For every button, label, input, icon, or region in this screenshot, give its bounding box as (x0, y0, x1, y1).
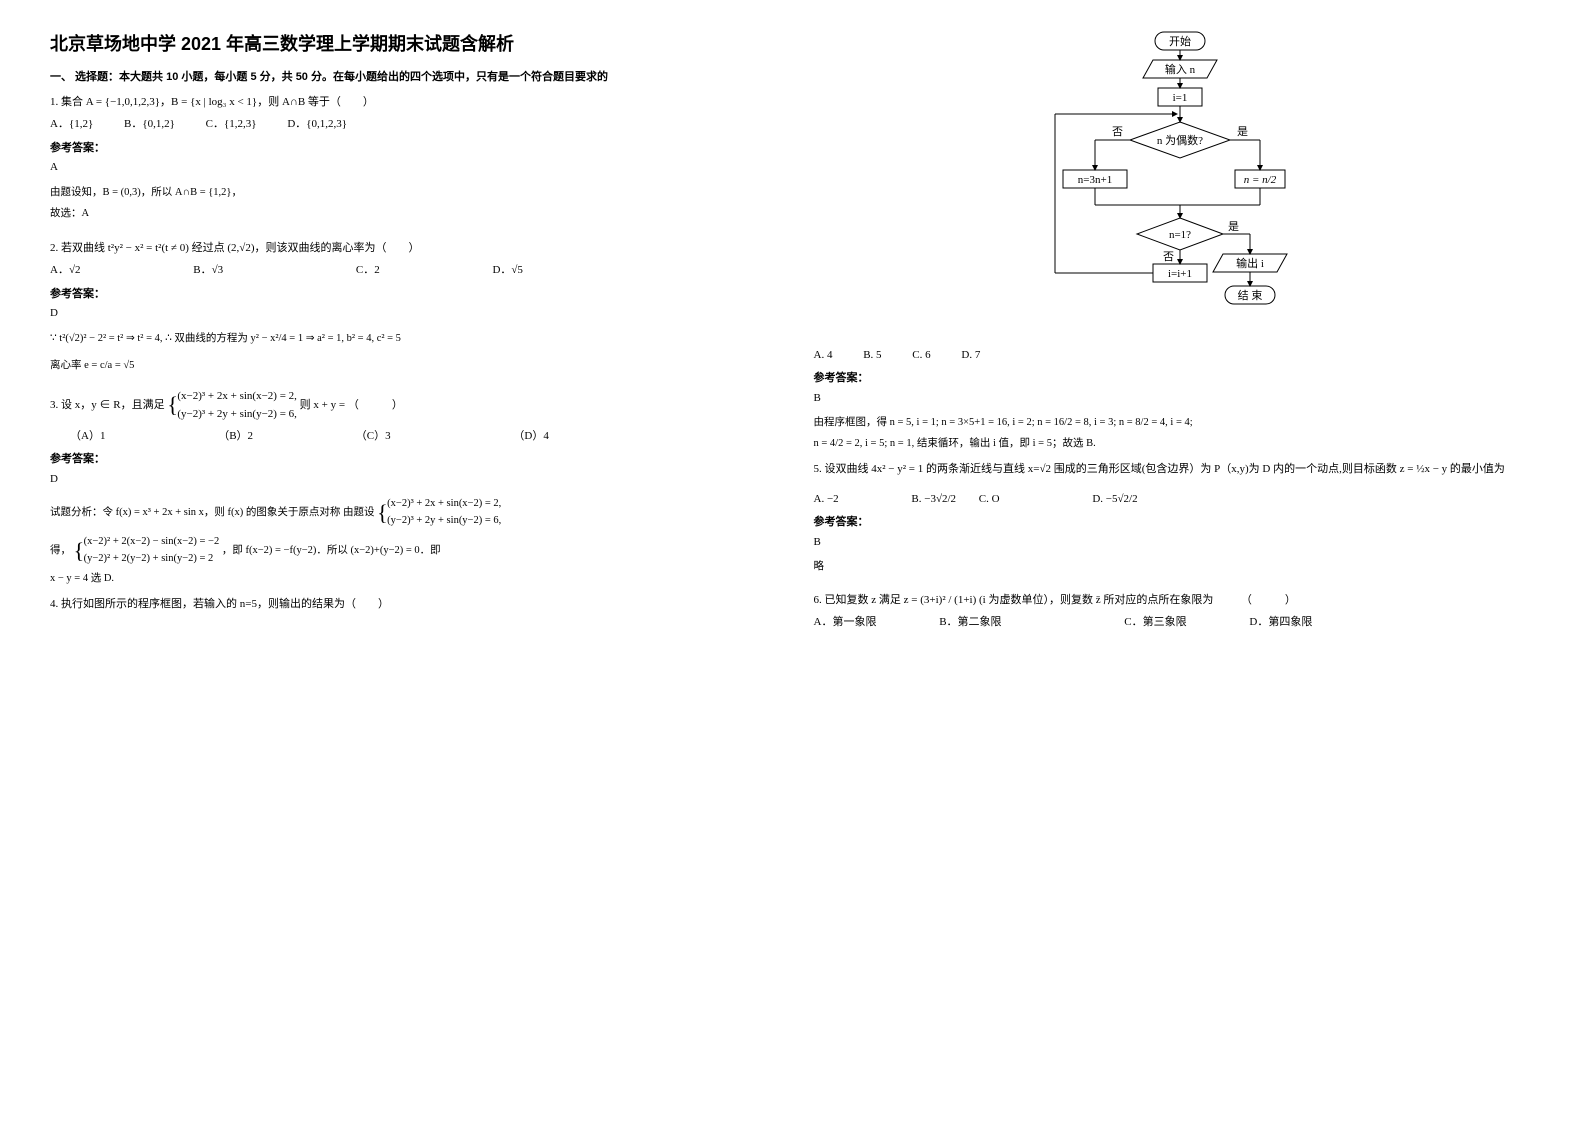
q3-expl-2a: 得， (50, 545, 71, 556)
q3-sysE4: (y−2)² + 2(y−2) + sin(y−2) = 2 (84, 551, 220, 568)
flow-no-1: 否 (1112, 126, 1123, 138)
q3-answer: D (50, 471, 774, 489)
section-1-header: 一、 选择题：本大题共 10 小题，每小题 5 分，共 50 分。在每小题给出的… (50, 69, 774, 87)
q1-opt-D: D．{0,1,2,3} (287, 116, 347, 134)
q5-options: A. −2 B. −3√2/2 C. O D. −5√2/2 (814, 491, 1538, 509)
q4-expl-2: n = 4/2 = 2, i = 5; n = 1, 结束循环，输出 i 值，即… (814, 436, 1538, 453)
q2-opt-C: C．2 (356, 262, 380, 280)
flow-out: 输出 i (1236, 256, 1264, 270)
q3-opt-D: （D）4 (513, 428, 548, 446)
q2-expl-1: ∵ t²(√2)² − 2² = t² ⇒ t² = 4, ∴ 双曲线的方程为 … (50, 331, 774, 348)
q3-stem-b: 则 x + y = （ ） (300, 399, 403, 411)
flow-inc: i=i+1 (1168, 268, 1192, 280)
q3-sysE2: (y−2)³ + 2y + sin(y−2) = 6, (387, 513, 501, 530)
q6-opt-C: C．第三象限 (1124, 614, 1186, 632)
q2-options: A．√2 B．√3 C．2 D．√5 (50, 262, 774, 280)
q1-answer: A (50, 159, 774, 177)
q4-opt-D: D. 7 (961, 347, 980, 365)
q3-opt-B: （B）2 (218, 428, 253, 446)
q3-expl-1-text: 试题分析：令 f(x) = x³ + 2x + sin x，则 f(x) 的图象… (50, 508, 375, 519)
q6-opt-D: D．第四象限 (1249, 614, 1312, 632)
q3-stem-a: 3. 设 x，y ∈ R，且满足 (50, 399, 165, 411)
q2-opt-A: A．√2 (50, 262, 80, 280)
q1-answer-label: 参考答案： (50, 140, 774, 158)
q1-options: A．{1,2} B．{0,1,2} C．{1,2,3} D．{0,1,2,3} (50, 116, 774, 134)
q6-stem-a: 6. 已知复数 z 满足 (814, 594, 901, 606)
q1-expl-2: 故选：A (50, 206, 774, 223)
q5-stem: 5. 设双曲线 4x² − y² = 1 的两条渐近线与直线 x=√2 围成的三… (814, 461, 1538, 479)
left-column: 北京草场地中学 2021 年高三数学理上学期期末试题含解析 一、 选择题：本大题… (50, 30, 774, 635)
q5-opt-A: A. −2 (814, 491, 839, 509)
q6-stem: 6. 已知复数 z 满足 z = (3+i)² / (1+i) (i 为虚数单位… (814, 592, 1538, 610)
q1-opt-C: C．{1,2,3} (206, 116, 257, 134)
q4-stem: 4. 执行如图所示的程序框图，若输入的 n=5，则输出的结果为（ ） (50, 596, 774, 614)
q5-answer: B (814, 534, 1538, 552)
q3-opt-A: （A）1 (70, 428, 105, 446)
q2-stem: 2. 若双曲线 t²y² − x² = t²(t ≠ 0) 经过点 (2,√2)… (50, 240, 774, 258)
q6-frac: z = (3+i)² / (1+i) (904, 594, 977, 606)
q3-block: 3. 设 x，y ∈ R，且满足 { (x−2)³ + 2x + sin(x−2… (50, 388, 774, 423)
q1-opt-B: B．{0,1,2} (124, 116, 175, 134)
q3-sys1: (x−2)³ + 2x + sin(x−2) = 2, (177, 388, 297, 406)
right-column: 开始 输入 n i=1 n 为偶数? 否 n=3n+1 是 n = n/2 (814, 30, 1538, 635)
q3-expl-2b: ，即 f(x−2) = −f(y−2)．所以 (x−2)+(y−2) = 0．即 (222, 545, 441, 556)
flow-start: 开始 (1169, 34, 1191, 48)
paper-title: 北京草场地中学 2021 年高三数学理上学期期末试题含解析 (50, 30, 774, 59)
q1-opt-A: A．{1,2} (50, 116, 93, 134)
q3-options: （A）1 （B）2 （C）3 （D）4 (50, 428, 774, 446)
q2-answer: D (50, 305, 774, 323)
q6-options: A．第一象限 B．第二象限 C．第三象限 D．第四象限 (814, 614, 1538, 632)
q3-sysE1: (x−2)³ + 2x + sin(x−2) = 2, (387, 496, 501, 513)
q2-expl-2: 离心率 e = c/a = √5 (50, 358, 774, 375)
q5-opt-D: D. −5√2/2 (1092, 491, 1137, 509)
flow-cond1: n 为偶数? (1157, 134, 1203, 147)
q2-opt-B: B．√3 (193, 262, 223, 280)
flow-right: n = n/2 (1244, 174, 1277, 186)
q6-stem-b: (i 为虚数单位），则复数 z̄ 所对应的点所在象限为 （ ） (979, 594, 1296, 606)
flow-init: i=1 (1173, 92, 1188, 104)
flow-input: 输入 n (1165, 62, 1196, 76)
q4-expl-1: 由程序框图，得 n = 5, i = 1; n = 3×5+1 = 16, i … (814, 415, 1538, 432)
q4-options: A. 4 B. 5 C. 6 D. 7 (814, 347, 1538, 365)
flow-yes-2: 是 (1228, 220, 1239, 233)
q4-answer-label: 参考答案： (814, 370, 1538, 388)
q5-opt-B: B. −3√2/2 (911, 491, 956, 509)
q5-expl: 略 (814, 559, 1538, 576)
q4-opt-C: C. 6 (912, 347, 930, 365)
q4-opt-A: A. 4 (814, 347, 833, 365)
flow-cond2: n=1? (1169, 229, 1191, 241)
q6-opt-A: A．第一象限 (814, 614, 877, 632)
q2-opt-D: D．√5 (492, 262, 522, 280)
q3-opt-C: （C）3 (356, 428, 391, 446)
q2-answer-label: 参考答案： (50, 286, 774, 304)
q4-opt-B: B. 5 (863, 347, 881, 365)
q3-sysE3: (x−2)² + 2(x−2) − sin(x−2) = −2 (84, 534, 220, 551)
flow-yes-1: 是 (1237, 125, 1248, 138)
flowchart: 开始 输入 n i=1 n 为偶数? 否 n=3n+1 是 n = n/2 (814, 30, 1538, 337)
q5-opt-C: C. O (979, 491, 1000, 509)
q3-expl-2: 得， { (x−2)² + 2(x−2) − sin(x−2) = −2 (y−… (50, 534, 774, 568)
q1-stem: 1. 集合 A = {−1,0,1,2,3}，B = {x | log₃ x <… (50, 94, 774, 112)
q5-answer-label: 参考答案： (814, 514, 1538, 532)
q3-sys2: (y−2)³ + 2y + sin(y−2) = 6, (177, 406, 297, 424)
q3-answer-label: 参考答案： (50, 451, 774, 469)
q4-answer: B (814, 390, 1538, 408)
q3-expl-1: 试题分析：令 f(x) = x³ + 2x + sin x，则 f(x) 的图象… (50, 496, 774, 530)
flow-left: n=3n+1 (1078, 174, 1112, 186)
flow-no-2: 否 (1163, 251, 1174, 263)
q1-expl-1: 由题设知，B = (0,3)，所以 A∩B = {1,2}， (50, 185, 774, 202)
q3-expl-3: x − y = 4 选 D. (50, 571, 774, 588)
flow-end: 结 束 (1238, 289, 1263, 302)
q6-opt-B: B．第二象限 (939, 614, 1001, 632)
